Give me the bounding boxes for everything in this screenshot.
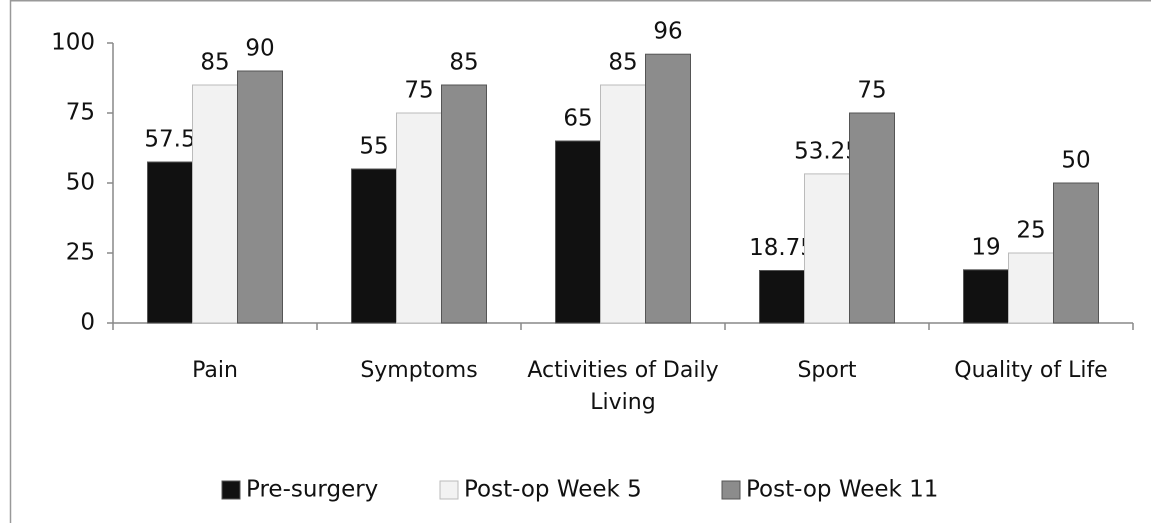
value-label: 65 — [563, 106, 592, 132]
value-label: 18.75 — [749, 235, 815, 261]
bar — [192, 84, 238, 324]
value-label: 85 — [200, 50, 229, 76]
value-label: 50 — [1061, 148, 1090, 174]
bar — [147, 161, 193, 324]
bar — [396, 112, 442, 324]
legend-label: Post-op Week 11 — [746, 477, 938, 503]
bar — [849, 112, 895, 324]
legend-swatch — [439, 480, 459, 500]
value-label: 85 — [449, 50, 478, 76]
legend-swatch — [221, 480, 241, 500]
y-tick-label: 0 — [80, 310, 95, 336]
legend-label: Pre-surgery — [246, 477, 378, 503]
value-label: 25 — [1016, 218, 1045, 244]
value-label: 96 — [653, 19, 682, 45]
x-tick-label: Pain — [192, 358, 238, 383]
value-label: 90 — [245, 36, 274, 62]
value-label: 57.5 — [144, 127, 195, 153]
x-tick-label: Activities of Daily Living — [527, 358, 719, 415]
bar — [759, 270, 805, 324]
x-tick-label: Sport — [797, 358, 857, 383]
value-label: 53.25 — [794, 138, 860, 164]
bar — [804, 173, 850, 324]
value-label: 85 — [608, 50, 637, 76]
y-tick-label: 100 — [51, 30, 95, 56]
y-tick-label: 75 — [66, 100, 95, 126]
value-label: 75 — [404, 78, 433, 104]
x-tick-label: Symptoms — [360, 358, 478, 383]
bar — [555, 140, 601, 324]
bar — [645, 53, 691, 324]
bar — [600, 84, 646, 324]
y-tick-label: 50 — [66, 170, 95, 196]
bar — [237, 70, 283, 324]
y-tick-label: 25 — [66, 240, 95, 266]
bar — [441, 84, 487, 324]
legend-label: Post-op Week 5 — [464, 477, 642, 503]
bar — [1053, 182, 1099, 324]
bar — [963, 269, 1009, 324]
bar — [1008, 252, 1054, 324]
value-label: 55 — [359, 134, 388, 160]
legend-swatch — [721, 480, 741, 500]
value-label: 75 — [857, 78, 886, 104]
x-tick-label: Quality of Life — [954, 358, 1108, 383]
bar — [351, 168, 397, 324]
value-label: 19 — [971, 234, 1000, 260]
